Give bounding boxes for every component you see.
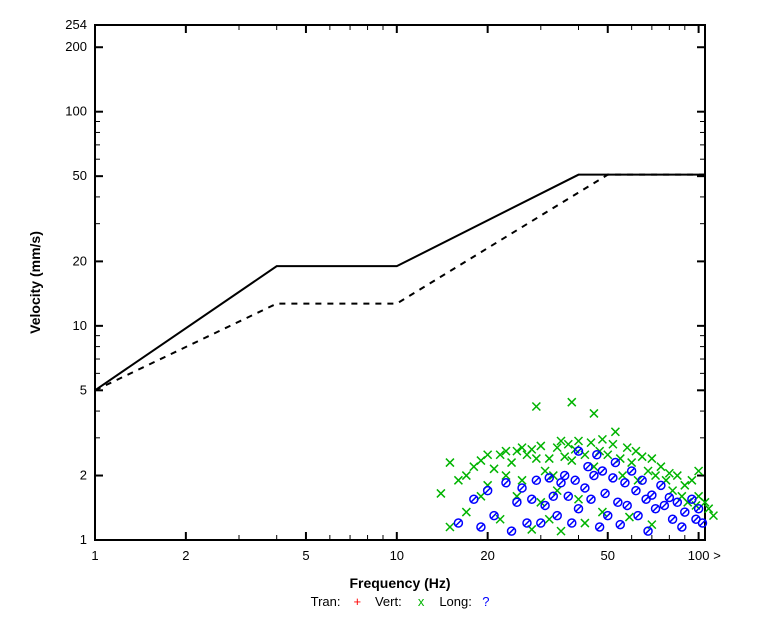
svg-text:Vert:: Vert: (375, 594, 402, 609)
svg-text:1: 1 (80, 532, 87, 547)
svg-text:20: 20 (73, 253, 87, 268)
x-axis-label: Frequency (Hz) (349, 575, 450, 591)
svg-text:?: ? (482, 594, 489, 609)
svg-text:50: 50 (73, 168, 87, 183)
svg-text:10: 10 (390, 548, 404, 563)
svg-text:100: 100 (65, 104, 87, 119)
svg-text:Tran:: Tran: (311, 594, 341, 609)
svg-text:2: 2 (80, 468, 87, 483)
svg-text:1: 1 (91, 548, 98, 563)
svg-text:5: 5 (302, 548, 309, 563)
svg-text:200: 200 (65, 39, 87, 54)
svg-text:20: 20 (480, 548, 494, 563)
legend: Tran: + Vert: x Long: ? (311, 594, 490, 609)
svg-text:Long:: Long: (439, 594, 472, 609)
svg-text:2: 2 (182, 548, 189, 563)
chart-container: 125102050100>125102050100200254Frequency… (0, 0, 757, 627)
svg-text:50: 50 (601, 548, 615, 563)
svg-text:+: + (354, 594, 362, 609)
svg-text:254: 254 (65, 17, 87, 32)
svg-text:100: 100 (688, 548, 710, 563)
svg-text:5: 5 (80, 382, 87, 397)
svg-text:10: 10 (73, 318, 87, 333)
chart-svg: 125102050100>125102050100200254Frequency… (0, 0, 757, 627)
svg-text:>: > (713, 548, 721, 563)
svg-text:x: x (418, 594, 425, 609)
y-axis-label: Velocity (mm/s) (27, 231, 43, 334)
